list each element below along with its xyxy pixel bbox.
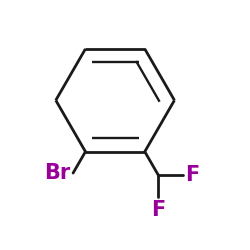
- Text: Br: Br: [44, 163, 70, 183]
- Text: F: F: [151, 200, 166, 220]
- Text: F: F: [186, 165, 200, 185]
